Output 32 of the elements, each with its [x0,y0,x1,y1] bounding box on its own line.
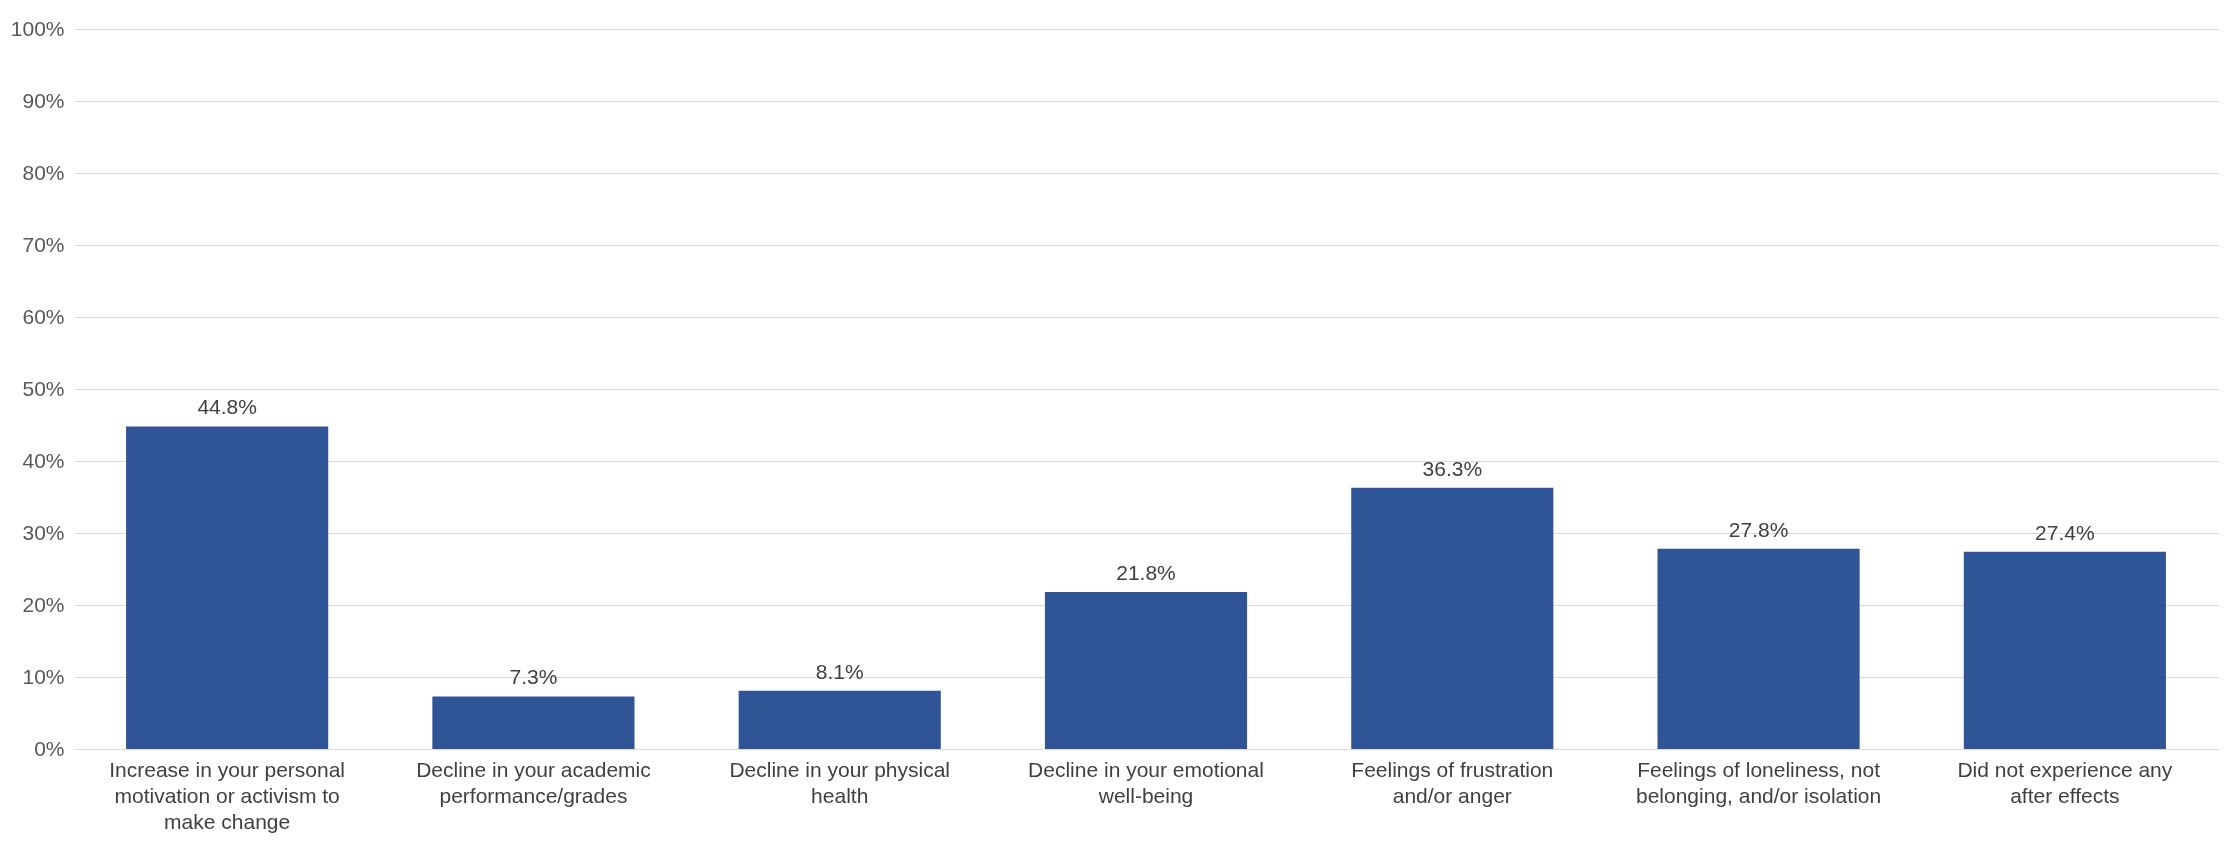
bar [738,690,941,749]
y-tick-label: 0% [34,736,65,760]
data-label: 27.4% [2035,520,2095,544]
x-tick-label: Feelings of loneliness, not belonging, and/or isolation [1635,757,1882,807]
y-tick-label: 50% [22,376,65,400]
y-tick-label: 40% [22,448,65,472]
data-label: 21.8% [1116,561,1176,585]
data-label: 44.8% [197,395,257,419]
data-label: 7.3% [509,665,558,689]
x-tick-label: Decline in your emotional well-being [1028,757,1264,807]
bar [1351,487,1554,749]
x-tick-label: Feelings of frustration and/or anger [1351,757,1554,807]
bar [1657,548,1860,749]
y-tick-label: 100% [10,16,65,40]
bar [1044,592,1248,749]
y-tick-label: 20% [22,592,65,616]
data-label: 27.8% [1728,517,1789,541]
bar [1963,551,2166,749]
data-label: 36.3% [1422,456,1483,480]
y-tick-label: 70% [22,232,65,256]
x-tick-label: Did not experience any after effects [1957,757,2173,807]
data-label: 8.1% [815,659,864,683]
x-tick-label: Decline in your physical health [729,757,951,807]
x-tick-label: Increase in your personal motivation or activism to make change [109,757,346,833]
x-tick-label: Decline in your academic performance/grades [416,757,651,807]
bar [126,426,329,749]
y-tick-label: 90% [22,88,65,112]
y-tick-label: 30% [22,520,65,544]
y-tick-label: 60% [22,304,65,328]
y-tick-label: 10% [22,664,65,688]
y-tick-label: 80% [22,160,65,184]
bar [432,696,635,749]
